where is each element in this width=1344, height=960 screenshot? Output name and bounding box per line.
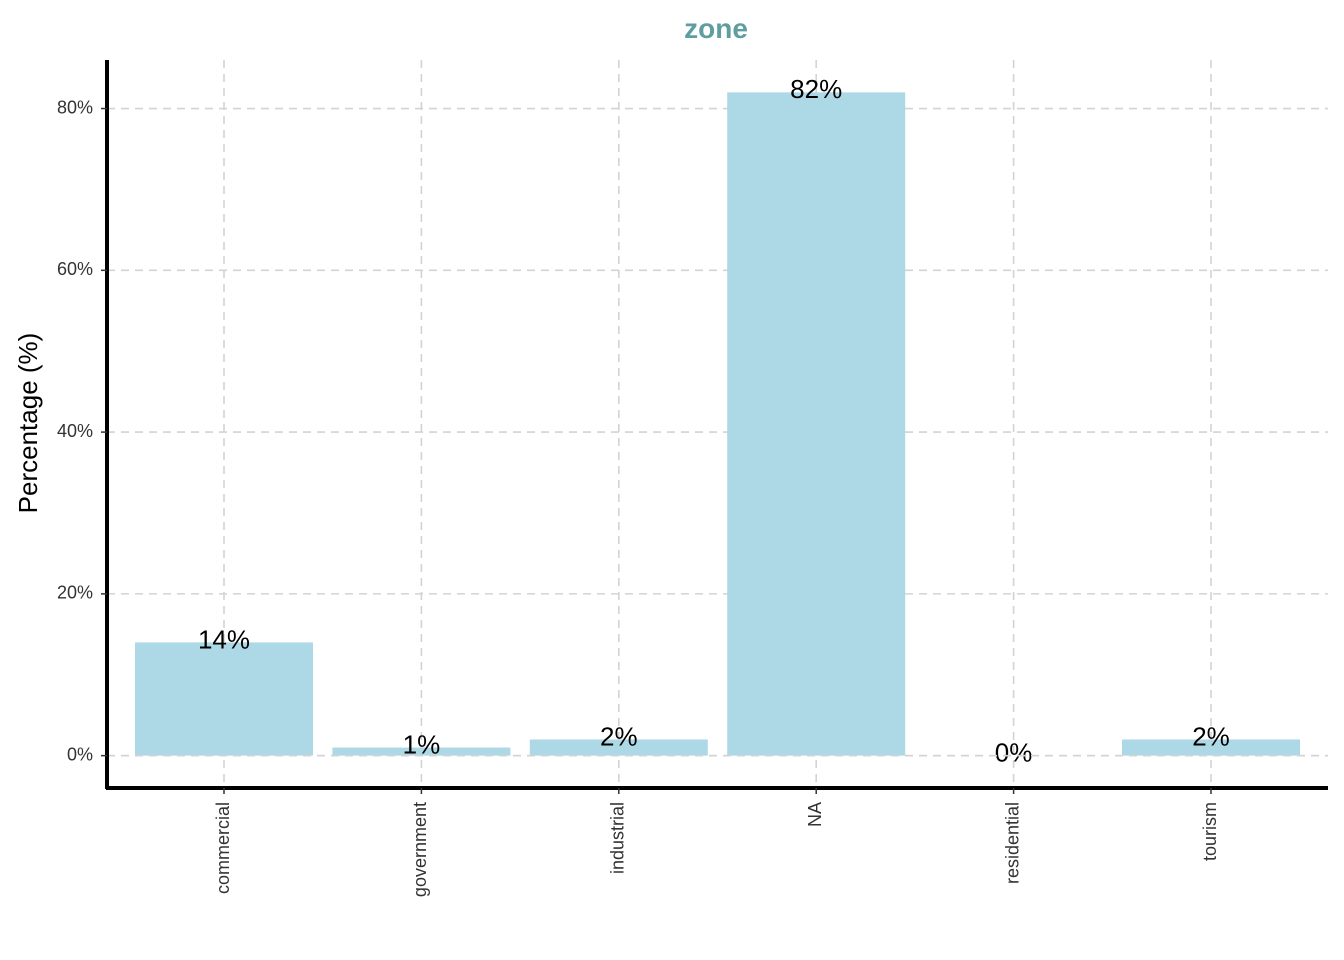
- y-axis-ticks: 0% 20% 40% 60% 80%: [57, 97, 107, 764]
- x-tick-label: commercial: [213, 802, 233, 894]
- bar-government: [332, 747, 511, 756]
- data-label: 14%: [198, 624, 250, 654]
- bar-industrial: [529, 739, 708, 756]
- y-tick-label: 0%: [67, 744, 93, 764]
- data-label: 1%: [403, 729, 441, 759]
- x-tick-label: industrial: [608, 802, 628, 874]
- bars: [135, 92, 1300, 756]
- data-label: 0%: [995, 738, 1033, 768]
- chart-title: zone: [684, 13, 748, 44]
- bar-na: [727, 92, 906, 756]
- data-label: 2%: [600, 721, 638, 751]
- x-axis-ticks: commercial government industrial NA resident…: [213, 788, 1220, 897]
- axes: [105, 60, 1328, 790]
- y-tick-label: 40%: [57, 421, 93, 441]
- y-tick-label: 20%: [57, 583, 93, 603]
- x-tick-label: government: [410, 802, 430, 897]
- y-axis-label: Percentage (%): [13, 333, 43, 514]
- bar-tourism: [1122, 739, 1300, 756]
- data-labels: 14% 1% 2% 82% 0% 2%: [107, 74, 1328, 768]
- x-tick-label: NA: [805, 802, 825, 827]
- y-tick-label: 80%: [57, 97, 93, 117]
- data-label: 2%: [1192, 721, 1230, 751]
- bar-commercial: [135, 642, 313, 756]
- data-label: 82%: [790, 74, 842, 104]
- x-tick-label: tourism: [1200, 802, 1220, 861]
- y-tick-label: 60%: [57, 259, 93, 279]
- x-tick-label: residential: [1002, 802, 1022, 884]
